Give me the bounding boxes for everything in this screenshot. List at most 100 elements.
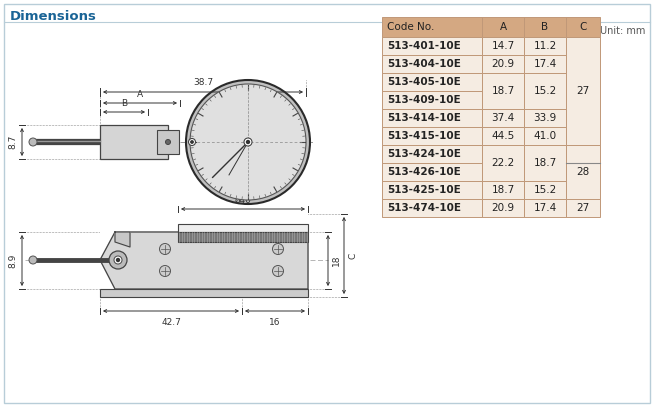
Bar — [482, 127, 524, 145]
Circle shape — [114, 256, 122, 264]
Text: 33.9: 33.9 — [534, 113, 557, 123]
Circle shape — [29, 256, 37, 264]
Circle shape — [244, 138, 252, 146]
Bar — [524, 17, 566, 37]
Circle shape — [116, 258, 120, 262]
Text: 37.4: 37.4 — [491, 113, 515, 123]
Text: 17.4: 17.4 — [534, 203, 557, 213]
Bar — [382, 145, 482, 163]
Circle shape — [191, 141, 193, 143]
Text: 16: 16 — [269, 318, 281, 327]
Bar — [382, 199, 482, 217]
Text: A: A — [137, 90, 143, 99]
Text: 27: 27 — [576, 203, 590, 213]
Bar — [566, 17, 600, 37]
Text: 18: 18 — [332, 255, 341, 266]
Text: 513-404-10E: 513-404-10E — [387, 59, 461, 69]
Text: C: C — [579, 22, 587, 32]
Text: 11.2: 11.2 — [534, 41, 557, 51]
Bar — [382, 181, 482, 199]
Text: 513-405-10E: 513-405-10E — [387, 77, 461, 87]
Text: Code No.: Code No. — [387, 22, 434, 32]
Text: 20.9: 20.9 — [491, 203, 515, 213]
Text: 17.4: 17.4 — [534, 59, 557, 69]
Text: 513-425-10E: 513-425-10E — [387, 185, 461, 195]
Bar — [482, 55, 524, 73]
Text: 27: 27 — [576, 86, 590, 96]
Bar — [382, 109, 482, 127]
Circle shape — [186, 80, 310, 204]
Bar — [566, 37, 600, 145]
Bar — [482, 73, 524, 109]
Bar — [524, 109, 566, 127]
Circle shape — [160, 265, 171, 276]
Bar — [482, 199, 524, 217]
Bar — [382, 163, 482, 181]
Bar — [382, 17, 482, 37]
Bar — [524, 37, 566, 55]
Bar — [524, 55, 566, 73]
Polygon shape — [115, 232, 130, 247]
Circle shape — [190, 84, 306, 200]
Bar — [524, 199, 566, 217]
Bar — [178, 232, 308, 242]
Text: A: A — [500, 22, 507, 32]
Bar — [382, 73, 482, 91]
Bar — [482, 145, 524, 181]
Bar — [482, 109, 524, 127]
Circle shape — [273, 265, 283, 276]
Polygon shape — [100, 232, 308, 289]
Text: 18.7: 18.7 — [534, 158, 557, 168]
Bar — [566, 145, 600, 199]
Circle shape — [165, 140, 171, 144]
Circle shape — [29, 138, 37, 146]
Text: 44.5: 44.5 — [491, 131, 515, 141]
Text: 8.9: 8.9 — [8, 253, 17, 268]
Text: 513-426-10E: 513-426-10E — [387, 167, 461, 177]
Text: 513-409-10E: 513-409-10E — [387, 95, 460, 105]
Bar — [482, 17, 524, 37]
Text: B: B — [121, 99, 127, 108]
Text: 15.2: 15.2 — [534, 185, 557, 195]
Text: 20.9: 20.9 — [491, 59, 515, 69]
Bar — [566, 199, 600, 217]
Text: 41.0: 41.0 — [534, 131, 557, 141]
Bar — [482, 181, 524, 199]
Text: 513-415-10E: 513-415-10E — [387, 131, 461, 141]
Circle shape — [273, 243, 283, 254]
Circle shape — [109, 251, 127, 269]
Text: B: B — [542, 22, 549, 32]
Bar — [100, 125, 168, 159]
Bar — [382, 55, 482, 73]
Bar — [482, 37, 524, 55]
Circle shape — [247, 140, 249, 144]
Text: 513-424-10E: 513-424-10E — [387, 149, 461, 159]
Bar — [524, 73, 566, 109]
Text: 18.7: 18.7 — [491, 185, 515, 195]
Text: 28: 28 — [576, 167, 590, 177]
Bar — [524, 127, 566, 145]
Text: 513-401-10E: 513-401-10E — [387, 41, 461, 51]
Bar — [524, 181, 566, 199]
Bar — [382, 91, 482, 109]
Text: 513-414-10E: 513-414-10E — [387, 113, 461, 123]
Text: 15.2: 15.2 — [534, 86, 557, 96]
Text: 14.7: 14.7 — [491, 41, 515, 51]
Text: 8.7: 8.7 — [8, 135, 17, 149]
Text: 38.7: 38.7 — [193, 78, 213, 87]
Bar — [382, 127, 482, 145]
Bar — [524, 145, 566, 181]
Text: 18.7: 18.7 — [491, 86, 515, 96]
Circle shape — [160, 243, 171, 254]
Text: C: C — [348, 252, 357, 258]
Text: 42.7: 42.7 — [161, 318, 181, 327]
Bar — [157, 130, 179, 154]
Bar — [100, 289, 308, 297]
Text: ø40: ø40 — [235, 196, 251, 205]
Text: Dimensions: Dimensions — [10, 10, 97, 23]
Text: 513-474-10E: 513-474-10E — [387, 203, 461, 213]
Circle shape — [188, 138, 196, 145]
Text: 22.2: 22.2 — [491, 158, 515, 168]
Bar — [382, 37, 482, 55]
Bar — [178, 224, 308, 232]
